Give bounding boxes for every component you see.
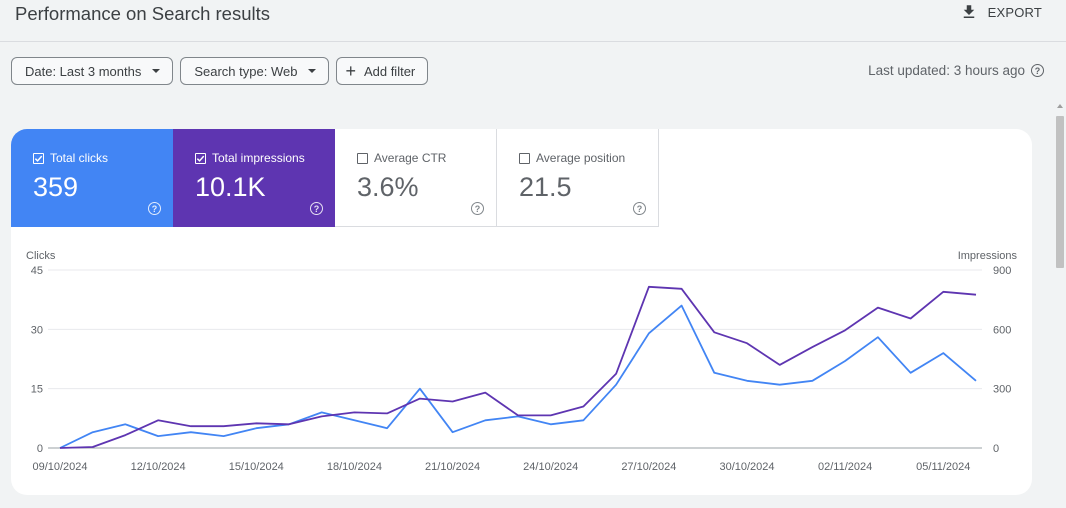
caret-down-icon xyxy=(152,69,161,73)
search-type-filter-label: Search type: Web xyxy=(194,63,298,79)
download-icon xyxy=(963,5,974,18)
metric-value: 21.5 xyxy=(519,172,572,202)
metric-label: Total clicks xyxy=(50,151,109,165)
metric-label: Total impressions xyxy=(212,151,305,165)
checkbox-unchecked-icon[interactable] xyxy=(519,152,530,164)
help-icon[interactable]: ? xyxy=(1031,64,1044,77)
add-filter-button[interactable]: + Add filter xyxy=(336,57,429,85)
metric-value: 359 xyxy=(33,172,79,202)
help-icon[interactable]: ? xyxy=(148,202,161,215)
performance-card: Total clicks 359 ? Total impressions 10.… xyxy=(11,129,1032,495)
date-filter-chip[interactable]: Date: Last 3 months xyxy=(11,57,174,85)
metric-value: 3.6% xyxy=(357,172,419,202)
help-icon[interactable]: ? xyxy=(633,202,646,215)
plus-icon: + xyxy=(345,61,356,81)
help-icon[interactable]: ? xyxy=(471,202,484,215)
export-label: EXPORT xyxy=(987,4,1042,20)
page-scrollbar[interactable] xyxy=(1054,104,1066,508)
export-button[interactable]: EXPORT xyxy=(960,3,1042,21)
metric-average-ctr[interactable]: Average CTR 3.6% ? xyxy=(335,129,497,227)
metric-total-impressions[interactable]: Total impressions 10.1K ? xyxy=(173,129,335,227)
caret-down-icon xyxy=(308,69,317,73)
last-updated-text: Last updated: 3 hours ago xyxy=(868,63,1025,78)
filter-bar: Date: Last 3 months Search type: Web + A… xyxy=(11,57,429,85)
page-header: Performance on Search results EXPORT xyxy=(0,0,1066,42)
checkbox-unchecked-icon[interactable] xyxy=(357,152,368,164)
metric-value: 10.1K xyxy=(195,172,266,202)
checkbox-checked-icon[interactable] xyxy=(195,152,206,164)
metric-label: Average position xyxy=(536,151,626,165)
checkbox-checked-icon[interactable] xyxy=(33,152,44,164)
date-filter-label: Date: Last 3 months xyxy=(25,63,142,79)
metric-label: Average CTR xyxy=(374,151,447,165)
scroll-thumb[interactable] xyxy=(1056,116,1064,268)
page-title: Performance on Search results xyxy=(15,3,271,24)
last-updated: Last updated: 3 hours ago ? xyxy=(868,63,1044,78)
help-icon[interactable]: ? xyxy=(310,202,323,215)
add-filter-label: Add filter xyxy=(363,63,416,79)
scroll-up-arrow-icon[interactable] xyxy=(1057,104,1063,108)
search-type-filter-chip[interactable]: Search type: Web xyxy=(180,57,330,85)
metric-average-position[interactable]: Average position 21.5 ? xyxy=(497,129,659,227)
metric-total-clicks[interactable]: Total clicks 359 ? xyxy=(11,129,173,227)
